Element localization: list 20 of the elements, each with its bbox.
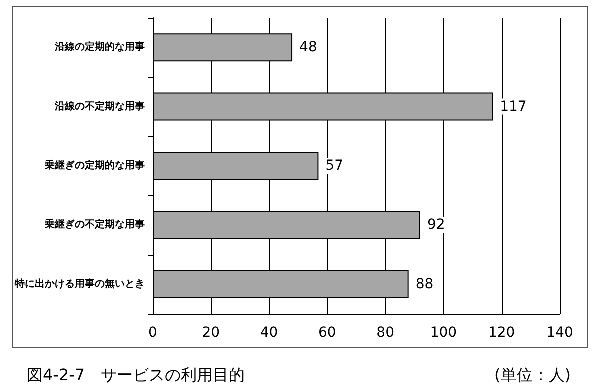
data-label: 88 <box>416 276 434 292</box>
text: 図4-2-7 サービスの利用目的 <box>27 366 246 384</box>
x-tick-label: 60 <box>318 325 336 341</box>
y-tick-label: 乗継ぎの不定期な用事 <box>44 218 145 231</box>
x-tick-label: 80 <box>376 325 394 341</box>
x-tick-label: 40 <box>260 325 278 341</box>
x-tick-label: 140 <box>546 325 574 341</box>
text: (単位：人) <box>494 366 571 384</box>
y-tick-label: 特に出かける用事の無いとき <box>14 278 145 290</box>
data-label: 117 <box>500 98 527 115</box>
x-tick-label: 20 <box>202 325 220 341</box>
x-tick-label: 120 <box>488 325 516 341</box>
data-label: 48 <box>300 40 318 56</box>
x-tick-label: 100 <box>430 325 458 341</box>
data-label: 57 <box>326 158 344 174</box>
y-tick-label: 沿線の不定期な用事 <box>54 100 145 112</box>
data-label: 92 <box>427 217 446 234</box>
x-tick-label: 0 <box>148 325 158 341</box>
y-tick-label: 沿線の定期的な用事 <box>54 41 145 54</box>
y-tick-label: 乗継ぎの定期的な用事 <box>44 160 145 172</box>
